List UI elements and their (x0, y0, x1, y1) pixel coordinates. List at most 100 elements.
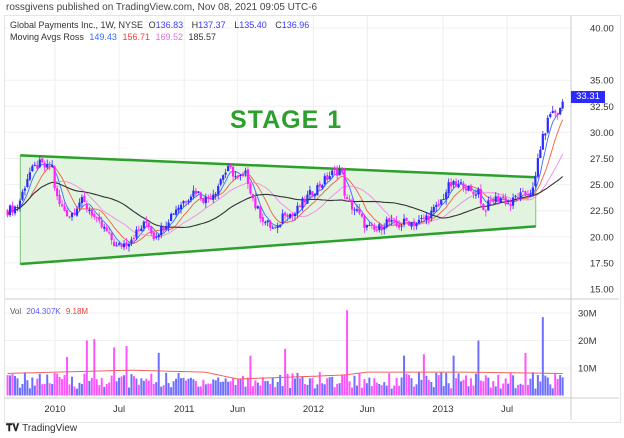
candle-body (192, 190, 195, 197)
candle-body (412, 221, 416, 226)
candle-body (236, 175, 240, 177)
candle-body (477, 189, 480, 195)
volume-bar (395, 377, 398, 396)
stage-annotation: STAGE 1 (230, 106, 343, 134)
volume-bar (303, 384, 306, 396)
candle-body (78, 202, 81, 208)
volume-bar (36, 378, 39, 396)
volume-bar (110, 375, 113, 396)
candle-body (80, 197, 84, 204)
volume-bar (38, 373, 41, 396)
volume-bar (316, 384, 319, 396)
candle-body (11, 205, 14, 213)
volume-bar (142, 380, 145, 396)
volume-bar (241, 375, 244, 396)
volume-bar (512, 375, 515, 396)
candle-body (13, 206, 17, 214)
volume-bar (66, 357, 69, 396)
volume-bar (472, 385, 475, 396)
volume-bar (400, 377, 403, 396)
candle-body (142, 221, 145, 229)
volume-bar (517, 384, 520, 396)
candle-body (348, 199, 351, 202)
candle-body (251, 194, 254, 199)
volume-bar (95, 379, 98, 396)
candle-body (504, 197, 507, 205)
volume-bar (556, 379, 559, 396)
candle-body (108, 231, 111, 233)
volume-bar (80, 383, 83, 396)
open-value: 136.83 (155, 20, 184, 30)
candle-body (425, 215, 428, 220)
candle-body (293, 213, 297, 217)
candle-body (63, 206, 66, 211)
time-tick-label: Jul (113, 404, 125, 415)
volume-bar (209, 383, 212, 396)
candle-body (239, 175, 242, 177)
volume-bar (385, 385, 388, 396)
candle-body (288, 214, 292, 218)
candle-body (231, 166, 235, 177)
volume-bar (199, 386, 202, 396)
vol-label: Vol (10, 307, 22, 316)
candle-body (75, 208, 79, 216)
candle-body (259, 206, 262, 219)
brand-name: TradingView (22, 423, 78, 434)
volume-bar (561, 377, 564, 396)
candle-body (31, 165, 34, 172)
candle-body (464, 188, 468, 191)
volume-bar (338, 383, 341, 396)
close-value: 136.96 (281, 20, 310, 30)
candle-body (197, 191, 200, 194)
candle-body (249, 184, 252, 194)
candle-body (546, 117, 549, 133)
candle-body (306, 194, 309, 204)
candle-body (202, 198, 205, 203)
candle-body (383, 227, 386, 230)
volume-bar (313, 388, 316, 396)
volume-bar (365, 383, 368, 396)
volume-bar (355, 385, 358, 396)
candle-body (204, 197, 207, 204)
candle-body (469, 186, 473, 192)
candle-body (8, 205, 12, 216)
candle-body (536, 158, 539, 177)
volume-bar (541, 317, 544, 396)
volume-bar (412, 386, 415, 396)
volume-bar (403, 355, 406, 396)
candle-body (454, 181, 458, 187)
price-tick-label: 27.50 (590, 154, 614, 165)
volume-bar (207, 383, 210, 396)
volume-bar (286, 373, 289, 396)
volume-bar (447, 383, 450, 396)
candle-body (333, 169, 336, 171)
volume-bar (256, 382, 259, 396)
candle-body (303, 199, 307, 203)
candle-body (58, 194, 61, 205)
volume-bar (425, 375, 428, 396)
volume-bar (343, 374, 346, 396)
volume-bar (105, 383, 108, 396)
candle-body (529, 194, 532, 197)
candle-body (407, 221, 411, 226)
volume-bar (437, 375, 440, 396)
volume-bar (113, 347, 116, 396)
low-label: L (234, 20, 240, 30)
candle-body (189, 196, 193, 201)
candle-body (355, 209, 359, 211)
candle-body (286, 214, 289, 218)
vol-ma-value: 9.18M (65, 307, 89, 316)
candle-body (103, 226, 106, 229)
candle-body (311, 191, 314, 196)
volume-bar (492, 381, 495, 396)
volume-bar (204, 384, 207, 396)
volume-bar (489, 387, 492, 396)
volume-bar (370, 386, 373, 396)
ma-label: Moving Avgs Ross (10, 32, 84, 42)
candle-body (167, 222, 170, 228)
candle-body (122, 243, 126, 248)
candle-body (380, 225, 383, 231)
candle-body (217, 186, 220, 195)
candle-body (373, 225, 376, 230)
